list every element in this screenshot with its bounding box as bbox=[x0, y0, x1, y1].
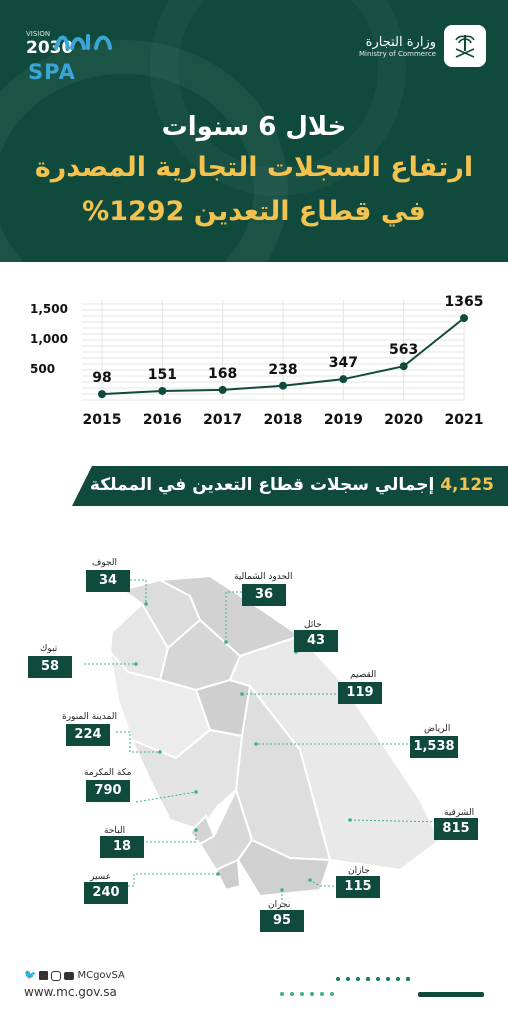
data-point bbox=[460, 314, 468, 323]
x-tick-label: 2019 bbox=[323, 412, 363, 428]
region-label: القصيم bbox=[350, 670, 377, 680]
region-label: الشرقية bbox=[444, 808, 475, 818]
region-value: 18 bbox=[100, 836, 144, 858]
youtube-icon[interactable] bbox=[64, 971, 75, 980]
data-label: 151 bbox=[147, 366, 177, 383]
data-label: 1365 bbox=[444, 294, 484, 311]
data-label: 563 bbox=[389, 342, 419, 359]
vision-year: 2030 bbox=[26, 38, 74, 58]
y-tick-label: 1,000 bbox=[30, 332, 68, 346]
data-point bbox=[218, 385, 227, 394]
data-point bbox=[98, 390, 106, 399]
regions-map: الجوف 34 الحدود الشمالية 36 حائل 43 تبوك… bbox=[0, 540, 508, 970]
region-value: 115 bbox=[336, 876, 380, 898]
ministry-name-en: Ministry of Commerce bbox=[359, 49, 436, 58]
region-label: جازان bbox=[348, 866, 370, 876]
data-point bbox=[339, 375, 348, 384]
twitter-icon[interactable]: 🐦 bbox=[24, 970, 37, 981]
instagram-icon[interactable] bbox=[51, 970, 62, 981]
region-label: حائل bbox=[304, 620, 322, 630]
region-value: 36 bbox=[242, 584, 286, 606]
data-label: 238 bbox=[268, 361, 298, 378]
ministry-logo: وزارة التجارة Ministry of Commerce bbox=[359, 24, 486, 68]
region-value: 58 bbox=[28, 656, 72, 678]
social-handle[interactable]: MCgovSA bbox=[77, 970, 125, 981]
facebook-icon[interactable] bbox=[39, 971, 49, 980]
social-row: 🐦 MCgovSA bbox=[24, 970, 125, 981]
data-point bbox=[158, 386, 167, 395]
x-tick-label: 2020 bbox=[384, 412, 424, 428]
region-label: عسير bbox=[90, 872, 112, 882]
data-label: 168 bbox=[208, 365, 238, 382]
y-tick-label: 500 bbox=[30, 362, 56, 376]
website-link[interactable]: www.mc.gov.sa bbox=[24, 985, 117, 999]
region-label: الباحة bbox=[104, 826, 126, 836]
x-tick-label: 2016 bbox=[142, 412, 182, 428]
data-point bbox=[279, 381, 287, 390]
region-value: 240 bbox=[84, 882, 128, 904]
footer-dots-decor bbox=[280, 977, 484, 997]
spa-logo-mark bbox=[52, 28, 118, 56]
headline-percentage: في قطاع التعدين 1292% bbox=[82, 196, 426, 227]
region-label: تبوك bbox=[40, 644, 58, 654]
x-tick-label: 2015 bbox=[82, 412, 122, 428]
x-tick-label: 2018 bbox=[263, 412, 303, 428]
region-value: 1,538 bbox=[410, 736, 458, 758]
headline-period: خلال 6 سنوات bbox=[161, 112, 347, 142]
region-label: مكة المكرمة bbox=[84, 768, 132, 778]
chart-svg bbox=[82, 300, 468, 401]
region-label: الرياض bbox=[424, 724, 451, 734]
region-value: 119 bbox=[338, 682, 382, 704]
records-line-chart: 1,500 1,000 500 98 2015 151 2016 168 2017 238 2018… bbox=[20, 290, 490, 440]
map-region-najran bbox=[236, 838, 332, 898]
data-label: 98 bbox=[92, 370, 112, 387]
region-value: 95 bbox=[260, 910, 304, 932]
map-region-jazan bbox=[214, 858, 242, 892]
region-value: 815 bbox=[434, 818, 478, 840]
vision-label: VISION bbox=[26, 30, 51, 38]
region-label: الجوف bbox=[92, 558, 118, 568]
region-value: 43 bbox=[294, 630, 338, 652]
y-tick-label: 1,500 bbox=[30, 302, 68, 316]
x-tick-label: 2017 bbox=[203, 412, 243, 428]
region-value: 224 bbox=[66, 724, 110, 746]
palm-swords-emblem-icon bbox=[444, 25, 486, 67]
total-records-banner: 4,125 إجمالي سجلات قطاع التعدين في الممل… bbox=[72, 466, 508, 506]
headline-main: ارتفاع السجلات التجارية المصدرة bbox=[34, 152, 474, 183]
vision-2030-logo: VISION 2030 bbox=[22, 30, 118, 86]
region-label: الحدود الشمالية bbox=[234, 572, 293, 582]
footer: 🐦 MCgovSA www.mc.gov.sa bbox=[24, 970, 125, 999]
header-banner: VISION 2030 SPA وزارة التجارة Ministry o… bbox=[0, 0, 508, 262]
total-records-text: 4,125 إجمالي سجلات قطاع التعدين في الممل… bbox=[90, 475, 494, 495]
x-tick-label: 2021 bbox=[444, 412, 484, 428]
map-region-makkah bbox=[130, 728, 244, 832]
region-value: 34 bbox=[86, 570, 130, 592]
ministry-name-ar: وزارة التجارة bbox=[365, 34, 436, 50]
spa-glyph-icon bbox=[54, 34, 112, 50]
data-point bbox=[399, 362, 408, 371]
total-records-label: إجمالي سجلات قطاع التعدين في المملكة bbox=[89, 475, 435, 495]
region-value: 790 bbox=[86, 780, 130, 802]
data-label: 347 bbox=[328, 355, 358, 372]
saudi-map bbox=[84, 574, 445, 904]
spa-logo-text: SPA bbox=[28, 60, 76, 84]
region-label: المدينة المنورة bbox=[62, 712, 117, 722]
region-label: نجران bbox=[268, 900, 291, 910]
total-records-number: 4,125 bbox=[440, 475, 494, 495]
